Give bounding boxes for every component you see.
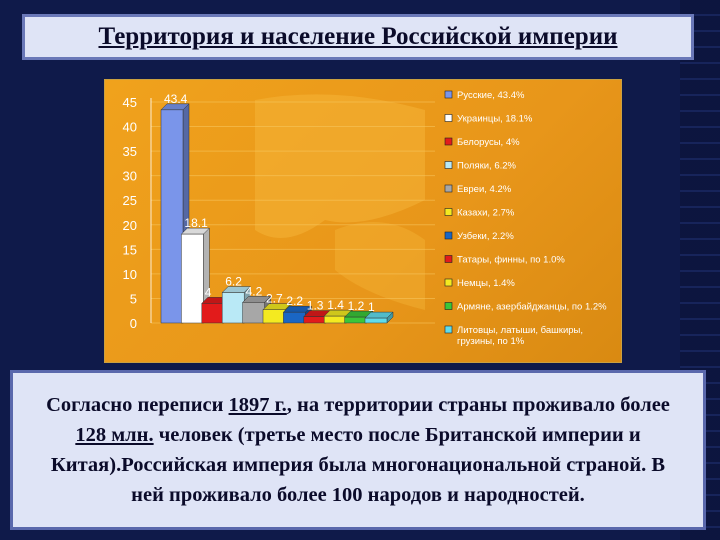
bar-value-label: 4.2 [246, 284, 263, 298]
bar-value-label: 18.1 [184, 216, 208, 230]
bar-value-label: 1 [368, 300, 375, 314]
chart-gridlines [150, 98, 435, 324]
title-banner: Территория и население Российской импери… [22, 14, 694, 60]
legend-label-line: Немцы, 1.4% [457, 278, 515, 289]
legend-label-line: Белорусы, 4% [457, 137, 520, 148]
map-shape [255, 94, 425, 238]
population-link[interactable]: 128 млн. [75, 424, 154, 446]
legend-label: Армяне, азербайджанцы, по 1.2% [457, 302, 607, 313]
legend-swatch [444, 208, 453, 216]
census-text-box: Согласно переписи 1897 г., на территории… [10, 370, 706, 530]
legend-label: Узбеки, 2.2% [457, 231, 514, 242]
bar [262, 309, 286, 324]
value-labels: 43.4 18.1 4 6.2 4.22.7 2.2 1.3 1.4 1.2 1 [164, 92, 375, 314]
legend-swatch [444, 184, 453, 193]
bar-value-label: 1.3 [307, 299, 324, 313]
legend-label: Евреи, 4.2% [457, 184, 512, 195]
bar [344, 316, 367, 324]
legend-label: Украинцы, 18.1% [457, 114, 533, 125]
legend-label: Поляки, 6.2% [457, 161, 517, 172]
legend-label-line: Литовцы, латыши, башкиры, [457, 325, 583, 336]
y-tick-label: 20 [123, 218, 137, 233]
population-bar-chart: 0 5 10 15 20 25 30 35 40 45 43.4 18.1 4 6.2 4.22.7 2.2… [123, 90, 608, 347]
bar [364, 317, 388, 324]
legend-swatch [444, 302, 453, 310]
legend-label-line: Армяне, азербайджанцы, по 1.2% [457, 302, 607, 313]
legend-label-line: Татары, финны, по 1.0% [457, 255, 565, 266]
legend-swatch [444, 90, 453, 99]
legend-label-line: Украинцы, 18.1% [457, 114, 533, 125]
bar-value-label: 2.7 [266, 292, 283, 306]
bar [283, 311, 306, 324]
legend-label-line: Казахи, 2.7% [457, 208, 515, 219]
y-tick-label: 40 [123, 120, 137, 135]
y-axis-ticks: 0 5 10 15 20 25 30 35 40 45 [123, 95, 137, 331]
y-tick-label: 45 [123, 95, 137, 110]
legend-swatch [444, 255, 453, 263]
bars [160, 103, 394, 324]
y-tick-label: 25 [123, 193, 137, 208]
legend-swatch [444, 161, 453, 169]
y-tick-label: 0 [130, 316, 137, 331]
text-part2: на территории страны проживало более [297, 394, 670, 416]
legend-swatch [444, 137, 453, 146]
chart-legend: Русские, 43.4% Украинцы, 18.1% Белорусы, 4… [444, 90, 607, 347]
bar [242, 302, 265, 324]
census-paragraph: Согласно переписи 1897 г., на территории… [33, 390, 683, 510]
census-year-link[interactable]: 1897 г. [228, 394, 287, 416]
map-shape [335, 222, 425, 310]
legend-label: Литовцы, латыши, башкиры, грузины, по 1% [457, 325, 583, 347]
legend-label-line: Русские, 43.4% [457, 90, 525, 101]
legend-swatch [444, 325, 453, 334]
page-title: Территория и население Российской импери… [98, 23, 618, 50]
y-tick-label: 35 [123, 144, 137, 159]
legend-label-line: грузины, по 1% [457, 336, 525, 347]
y-tick-label: 5 [130, 291, 137, 306]
legend-swatch [444, 278, 453, 287]
bar-value-label: 6.2 [225, 275, 242, 289]
y-tick-label: 30 [123, 169, 137, 184]
legend-swatch [444, 231, 453, 240]
bar [323, 315, 347, 324]
chart-background-map [255, 94, 425, 310]
y-tick-label: 15 [123, 242, 137, 257]
legend-label: Немцы, 1.4% [457, 278, 515, 289]
y-tick-label: 10 [123, 267, 137, 282]
bar [181, 233, 204, 324]
text-sep1: , [286, 394, 298, 416]
legend-label: Казахи, 2.7% [457, 208, 515, 219]
bar [303, 316, 327, 324]
chart-panel: 0 5 10 15 20 25 30 35 40 45 43.4 18.1 4 6.2 4.2 2.7 2.2… [104, 79, 622, 363]
bar [160, 109, 184, 324]
bar-value-label: 1.4 [327, 298, 344, 312]
bar [201, 303, 225, 324]
bar-value-label: 1.2 [348, 299, 365, 313]
bar-value-label: 2.2 [286, 294, 303, 308]
legend-label-line: Узбеки, 2.2% [457, 231, 514, 242]
bar-value-label: 4 [205, 285, 212, 299]
legend-label-line: Евреи, 4.2% [457, 184, 512, 195]
text-part3: человек (третье место после Британской и… [50, 424, 666, 506]
bar-value-label: 43.4 [164, 92, 188, 106]
legend-label: Русские, 43.4% [457, 90, 525, 101]
legend-label: Белорусы, 4% [457, 137, 520, 148]
text-part1: Согласно переписи [46, 394, 229, 416]
bar [221, 292, 245, 324]
legend-label: Татары, финны, по 1.0% [457, 255, 565, 266]
legend-label-line: Поляки, 6.2% [457, 161, 517, 172]
legend-swatch [444, 114, 453, 122]
